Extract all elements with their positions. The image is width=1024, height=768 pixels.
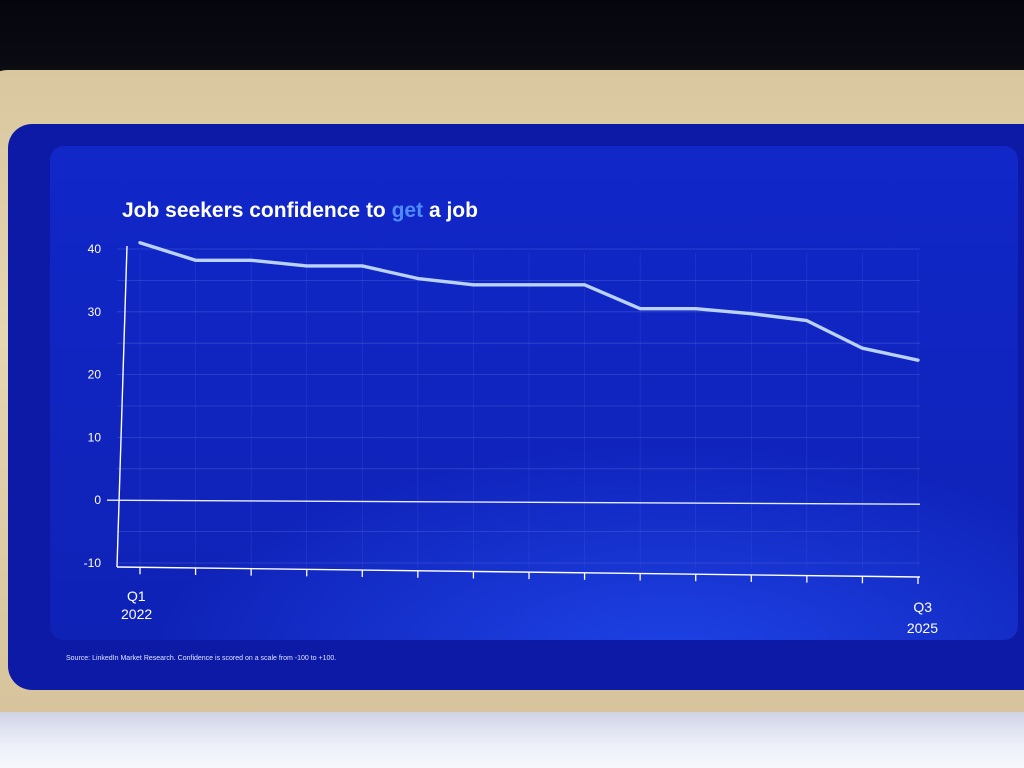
title-text-start: Job seekers confidence to (122, 199, 392, 222)
y-axis (116, 245, 128, 568)
data-point (527, 283, 531, 286)
chart-title: Job seekers confidence to get a job (122, 199, 478, 222)
x-label-end-quarter: Q3 (913, 599, 932, 615)
y-tick-label: 40 (88, 242, 102, 256)
data-point (805, 319, 809, 322)
data-point (583, 283, 586, 286)
source-note: Source: LinkedIn Market Research. Confid… (66, 655, 337, 662)
y-tick-label: 30 (88, 305, 102, 319)
data-point (694, 307, 697, 310)
x-axis (116, 566, 921, 578)
stage-floor (0, 712, 1024, 768)
y-tick-label: 0 (94, 493, 101, 507)
x-label-end-year: 2025 (907, 620, 938, 636)
data-point (138, 241, 142, 244)
data-point (861, 347, 864, 350)
data-point (305, 264, 308, 268)
data-point (916, 358, 920, 362)
title-highlight: get (392, 199, 424, 222)
y-tick-label: -10 (84, 556, 102, 570)
data-point (750, 312, 753, 315)
y-tick-label: 20 (88, 368, 102, 382)
data-point (361, 264, 364, 268)
zero-line (106, 499, 921, 505)
slide-panel (50, 146, 1018, 640)
x-label-start-quarter: Q1 (127, 588, 146, 604)
data-point (472, 283, 475, 286)
data-point (249, 259, 253, 262)
chart-plot-area: 40 30 20 10 0 -10 Q1 2022 Q3 2025 (84, 241, 938, 636)
data-point (638, 307, 642, 310)
y-tick-label: 10 (88, 430, 102, 444)
data-point (416, 277, 420, 280)
data-point (194, 259, 197, 262)
title-text-end: a job (423, 199, 478, 222)
x-label-start-year: 2022 (121, 606, 152, 622)
